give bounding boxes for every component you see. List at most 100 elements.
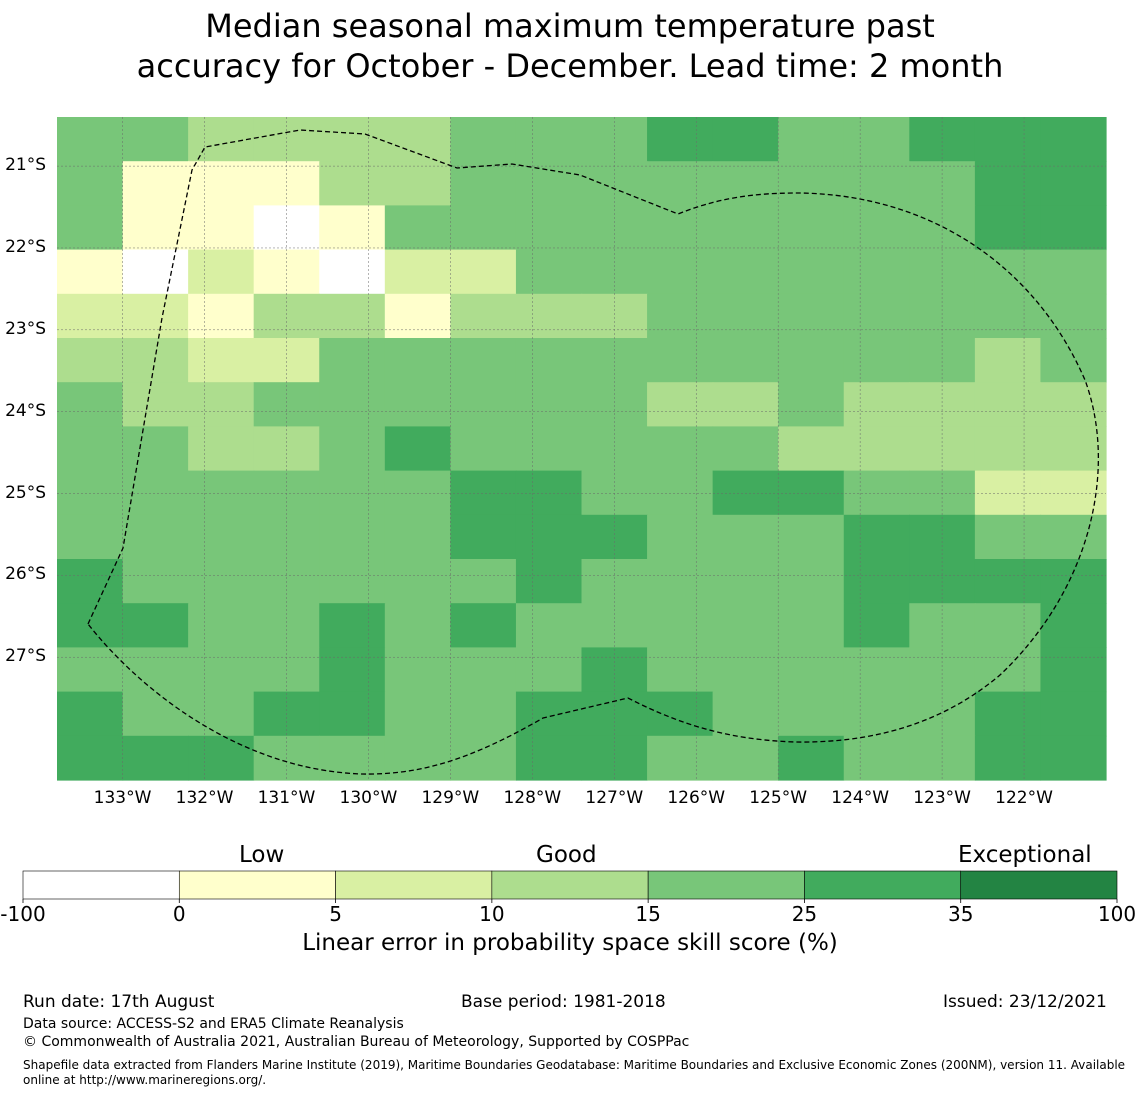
skill-cell	[384, 470, 451, 516]
skill-cell	[843, 470, 910, 516]
skill-cell	[319, 559, 386, 604]
skill-cell	[384, 161, 451, 206]
colorbar-tick-label: -100	[0, 902, 46, 926]
skill-cell	[122, 249, 189, 295]
skill-cell	[450, 117, 517, 162]
skill-cell	[712, 249, 779, 295]
skill-cell	[188, 470, 255, 516]
skill-cell	[515, 559, 583, 604]
skill-cell	[974, 249, 1042, 295]
skill-cell	[515, 514, 583, 560]
skill-cell	[57, 338, 124, 383]
skill-cell	[712, 559, 779, 604]
skill-cell	[712, 735, 779, 781]
skill-cell	[581, 735, 648, 781]
skill-cell	[253, 161, 320, 206]
skill-cell	[843, 338, 910, 383]
colorbar-segment	[960, 870, 1118, 900]
skill-cell	[974, 559, 1042, 604]
skill-cell	[712, 205, 779, 251]
skill-cell	[188, 293, 255, 339]
colorbar-tick-label: 5	[329, 902, 342, 926]
skill-cell	[57, 249, 124, 295]
longitude-label: 126°W	[667, 788, 726, 808]
category-low: Low	[239, 842, 285, 868]
skill-cell	[843, 647, 910, 693]
skill-cell	[188, 426, 255, 472]
skill-cell	[778, 161, 845, 206]
colorbar-segment	[178, 870, 336, 900]
skill-cell	[778, 382, 845, 427]
skill-cell	[57, 514, 124, 560]
skill-cell	[319, 338, 386, 383]
skill-cell	[515, 205, 583, 251]
skill-cell	[581, 559, 648, 604]
longitude-label: 130°W	[339, 788, 398, 808]
map-gridlines	[57, 117, 1106, 780]
skill-cell	[515, 161, 583, 206]
skill-cell	[122, 382, 189, 427]
skill-cell	[319, 426, 386, 472]
skill-cell	[647, 205, 714, 251]
skill-cell	[843, 426, 910, 472]
skill-cell	[122, 735, 189, 781]
skill-cell	[515, 603, 583, 648]
skill-cell	[515, 470, 583, 516]
latitude-label: 22°S	[5, 236, 46, 257]
skill-cell	[647, 426, 714, 472]
skill-cell	[253, 249, 320, 295]
skill-cell	[253, 293, 320, 339]
skill-cell	[974, 514, 1042, 560]
skill-cell	[1040, 293, 1107, 339]
skill-cell	[384, 249, 451, 295]
skill-cell	[974, 205, 1042, 251]
skill-cell	[647, 691, 714, 737]
skill-cell	[122, 117, 189, 162]
title-line-1: Median seasonal maximum temperature past	[205, 7, 935, 45]
skill-cell	[450, 205, 517, 251]
skill-cell	[122, 603, 189, 648]
skill-cell	[253, 514, 320, 560]
colorbar-segment	[804, 870, 962, 900]
skill-grid-cells	[57, 117, 1107, 781]
latitude-label: 23°S	[5, 318, 46, 339]
skill-cell	[909, 647, 976, 693]
skill-cell	[57, 647, 124, 693]
skill-cell	[57, 293, 124, 339]
skill-cell	[515, 691, 583, 737]
eez-boundary	[87, 129, 1100, 775]
run-date: Run date: 17th August	[23, 992, 215, 1012]
skill-cell	[647, 161, 714, 206]
skill-cell	[581, 249, 648, 295]
skill-cell	[909, 161, 976, 206]
skill-cell	[384, 647, 451, 693]
skill-cell	[974, 117, 1042, 162]
skill-cell	[843, 735, 910, 781]
skill-cell	[57, 205, 124, 251]
skill-cell	[319, 117, 386, 162]
skill-cell	[188, 691, 255, 737]
skill-cell	[712, 647, 779, 693]
skill-cell	[515, 249, 583, 295]
skill-cell	[188, 249, 255, 295]
skill-cell	[122, 426, 189, 472]
latitude-label: 21°S	[5, 155, 46, 176]
skill-cell	[319, 249, 386, 295]
skill-cell	[450, 603, 517, 648]
skill-cell	[122, 161, 189, 206]
skill-cell	[1040, 426, 1107, 472]
skill-cell	[1040, 205, 1107, 251]
skill-cell	[581, 338, 648, 383]
skill-cell	[974, 691, 1042, 737]
skill-cell	[1040, 514, 1107, 560]
skill-cell	[1040, 735, 1107, 781]
skill-cell	[647, 470, 714, 516]
skill-cell	[319, 691, 386, 737]
skill-cell	[57, 426, 124, 472]
skill-cell	[909, 735, 976, 781]
issued-date: Issued: 23/12/2021	[943, 992, 1107, 1012]
skill-cell	[581, 603, 648, 648]
skill-cell	[57, 691, 124, 737]
skill-cell	[909, 338, 976, 383]
skill-cell	[778, 117, 845, 162]
